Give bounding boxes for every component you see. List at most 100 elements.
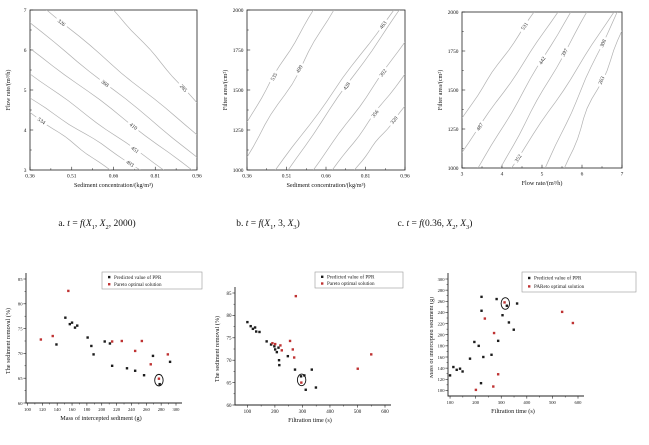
svg-text:600: 600: [381, 410, 389, 415]
svg-text:4: 4: [24, 128, 27, 134]
legend-label: PAReto optimal solution: [534, 284, 585, 290]
svg-text:65: 65: [227, 381, 233, 386]
svg-text:6: 6: [581, 172, 584, 178]
x-axis-label: Mass of intercepted sediment (g): [60, 415, 141, 422]
svg-text:400: 400: [326, 410, 334, 415]
svg-text:70: 70: [18, 351, 23, 356]
svg-text:240: 240: [438, 310, 446, 315]
legend-label: Predicted value of PPR: [114, 274, 162, 281]
svg-text:4: 4: [501, 172, 504, 178]
contour-label: 535: [270, 72, 279, 82]
svg-text:5: 5: [24, 88, 27, 94]
contour-label: 428: [343, 81, 353, 91]
contour-label: 397: [561, 48, 570, 58]
highlight-circle: [296, 373, 307, 387]
legend-marker: [108, 283, 111, 286]
svg-text:65: 65: [18, 376, 23, 381]
svg-text:100: 100: [244, 410, 252, 415]
svg-text:7: 7: [24, 8, 27, 14]
svg-text:2000: 2000: [448, 10, 459, 16]
svg-text:1000: 1000: [448, 166, 459, 172]
svg-text:0.66: 0.66: [321, 174, 331, 180]
contour-label: 326: [56, 18, 66, 28]
axes: 100 200 300 400 500 600 100 120 140 160 180 200 220 2…: [430, 273, 584, 415]
axes: 100 200 300 400 500 600 60 65 70 75 80 85 Filtration…: [215, 287, 391, 424]
legend-label: Pareto optimal solution: [327, 281, 375, 287]
x-axis-label: Filtration time (s): [288, 417, 332, 424]
svg-text:60: 60: [227, 404, 233, 409]
contour-label: 410: [128, 122, 138, 132]
svg-text:85: 85: [18, 277, 23, 282]
svg-text:5: 5: [541, 172, 544, 178]
svg-text:300: 300: [299, 410, 307, 415]
legend-marker: [321, 282, 324, 285]
svg-text:140: 140: [438, 366, 446, 371]
x-axis-label: Sediment concentration/(kg/m³): [74, 182, 153, 189]
svg-text:220: 220: [113, 407, 121, 412]
svg-text:200: 200: [472, 400, 480, 405]
axes: 0.36 0.51 0.66 0.81 0.96 3 4 5 6 7 Sediment concen…: [5, 8, 202, 189]
svg-text:3: 3: [24, 168, 27, 174]
y-axis-label: Mass of intercepted sediment (g): [430, 297, 435, 378]
contour-lines: [30, 10, 197, 170]
contour-labels: 285 326 368 410 451 493 534: [34, 15, 191, 170]
svg-text:3: 3: [461, 172, 464, 178]
svg-text:0.81: 0.81: [361, 174, 371, 180]
contour-labels: 535 499 463 428 392 356 320: [267, 17, 401, 128]
svg-text:500: 500: [549, 400, 557, 405]
contour-labels: 531 487 442 397 352 308 263: [473, 18, 609, 166]
caption-c: c. t = f(0.36, X2, X3): [397, 219, 473, 231]
svg-text:280: 280: [158, 407, 166, 412]
contour-label: 534: [36, 117, 46, 127]
svg-text:400: 400: [523, 400, 531, 405]
legend-label: Predicted value of PPR: [327, 274, 375, 281]
svg-text:1250: 1250: [233, 128, 244, 134]
svg-text:1250: 1250: [448, 127, 459, 133]
svg-text:100: 100: [24, 407, 32, 412]
svg-text:100: 100: [447, 400, 455, 405]
svg-text:240: 240: [128, 407, 136, 412]
svg-text:300: 300: [438, 277, 446, 282]
series-predicted-ppr: [55, 316, 172, 386]
svg-text:80: 80: [18, 302, 23, 307]
contour-label: 320: [390, 115, 400, 125]
y-axis-label: Filter area/(cm²): [222, 70, 229, 111]
svg-text:120: 120: [438, 377, 446, 382]
svg-text:75: 75: [18, 326, 23, 331]
contour-plot-c: 3 4 5 6 7 1000 1250 1500 1750 2000 Flow rate/(m³/h…: [430, 0, 649, 210]
contour-label: 442: [538, 56, 547, 66]
legend-marker: [528, 285, 531, 288]
svg-text:600: 600: [575, 400, 583, 405]
svg-text:1750: 1750: [233, 48, 244, 54]
svg-text:0.51: 0.51: [282, 174, 292, 180]
svg-text:0.66: 0.66: [109, 174, 119, 180]
highlight-circle: [500, 297, 510, 310]
svg-text:1500: 1500: [448, 88, 459, 94]
contour-label: 263: [598, 75, 607, 85]
contour-label: 352: [514, 153, 524, 163]
series-predicted-ppr: [246, 320, 318, 391]
svg-text:0.96: 0.96: [192, 174, 202, 180]
svg-text:180: 180: [83, 407, 91, 412]
contour-label: 308: [599, 38, 608, 48]
x-axis-label: Flow rate/(m³/h): [522, 180, 563, 187]
y-axis-label: Filter area/(cm²): [437, 70, 444, 111]
svg-text:0.81: 0.81: [151, 174, 161, 180]
scatter-plot-a: 100 120 140 160 180 200 220 240 260 280 300 60 65 70 7…: [0, 265, 215, 445]
axes: 0.36 0.51 0.66 0.81 0.96 1000 1250 1500 1750 2000…: [222, 8, 410, 189]
x-axis-label: Sediment concentration/(kg/m³): [286, 182, 365, 189]
highlight-circle: [154, 373, 164, 387]
contour-label: 499: [295, 64, 304, 74]
scatter-plot-b: 100 200 300 400 500 600 60 65 70 75 80 85 Filtration…: [215, 265, 430, 445]
svg-text:280: 280: [438, 288, 446, 293]
svg-text:1000: 1000: [233, 168, 244, 174]
contour-label: 451: [130, 146, 140, 156]
svg-text:160: 160: [69, 407, 77, 412]
legend-label: Pareto optimal solution: [114, 282, 162, 288]
contour-label: 463: [379, 20, 389, 30]
svg-text:300: 300: [173, 407, 181, 412]
svg-text:1750: 1750: [448, 49, 459, 55]
svg-text:300: 300: [498, 400, 506, 405]
